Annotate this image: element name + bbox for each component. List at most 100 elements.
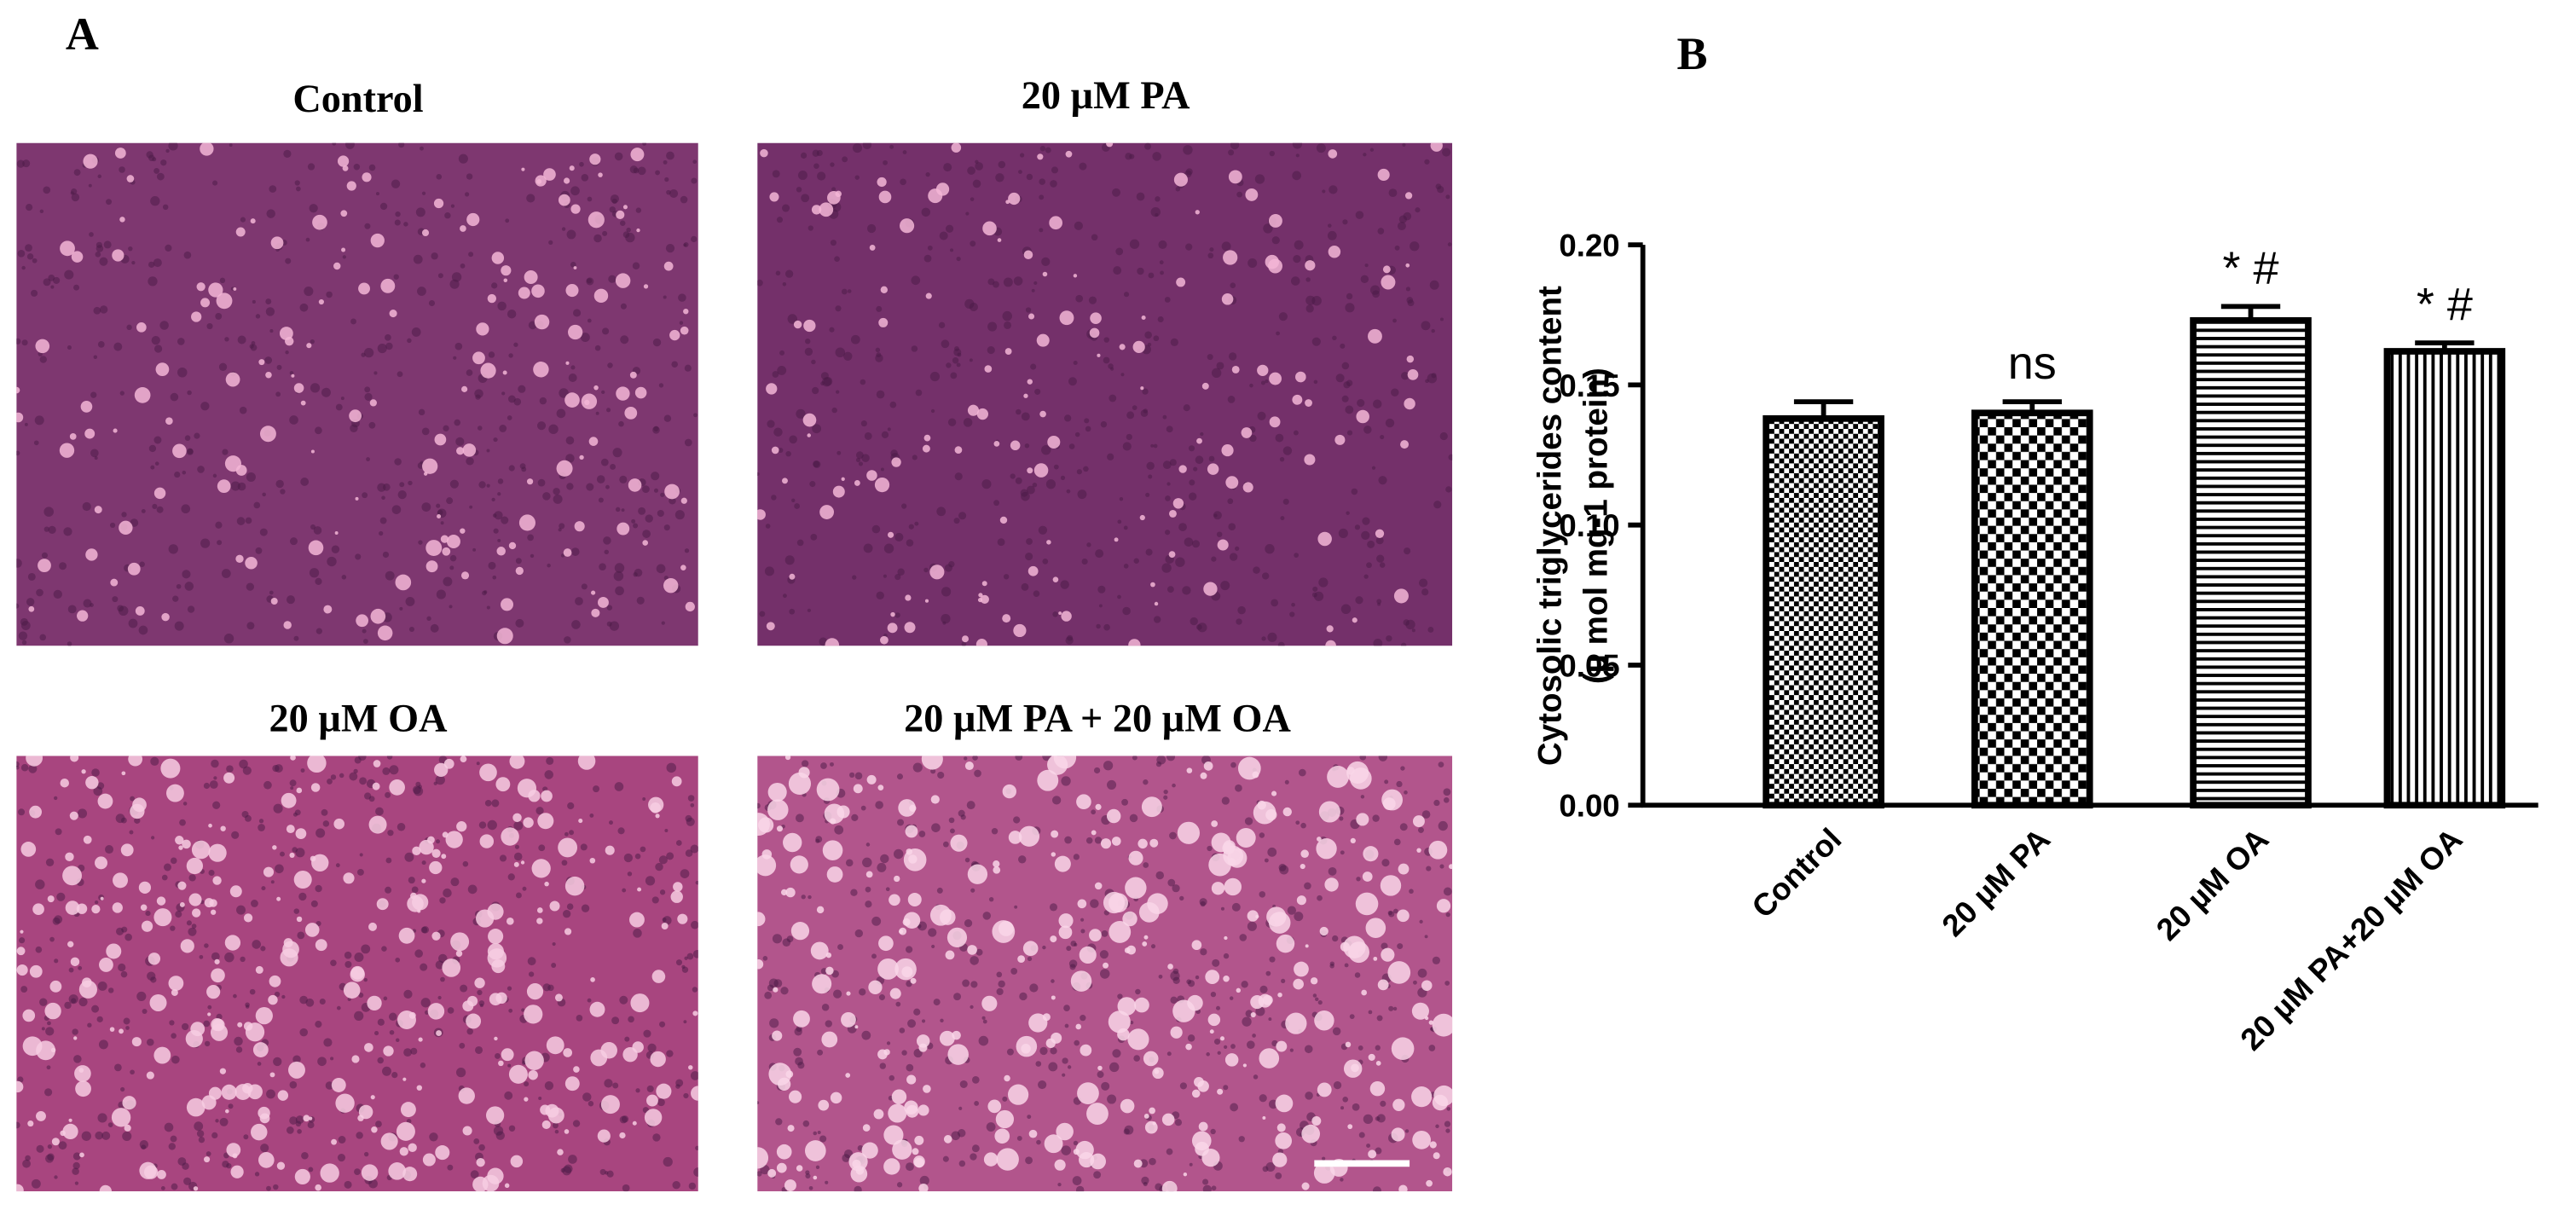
cell [1292, 142, 1303, 149]
spot [47, 895, 55, 903]
spot [1119, 344, 1126, 350]
cell [685, 814, 692, 822]
cell [836, 450, 842, 455]
spot [442, 547, 451, 556]
spot [888, 531, 894, 538]
cell [566, 903, 574, 910]
spot [1142, 941, 1148, 947]
cell [1159, 260, 1164, 265]
spot [243, 913, 253, 923]
cell [1433, 501, 1442, 509]
cell [1142, 388, 1149, 395]
cell [757, 1101, 760, 1105]
cell [1144, 331, 1152, 339]
cell [418, 540, 423, 545]
cell [963, 418, 973, 427]
cell [350, 424, 358, 432]
cell [875, 801, 883, 809]
spot [1228, 170, 1242, 184]
cell [952, 357, 959, 364]
cell [491, 282, 498, 289]
cell [796, 539, 804, 547]
cell [1210, 991, 1217, 998]
cell [1265, 970, 1271, 976]
spot [220, 825, 226, 831]
cell [72, 1028, 78, 1035]
spot [964, 761, 974, 771]
spot [993, 860, 1000, 868]
spot [524, 1005, 543, 1024]
cell [1363, 574, 1369, 579]
cell [782, 282, 787, 287]
spot [200, 142, 214, 156]
cell [1183, 404, 1190, 412]
cell [931, 823, 941, 832]
cell [141, 508, 146, 513]
spot [69, 811, 78, 820]
cell [1443, 797, 1450, 803]
spot [644, 1109, 663, 1126]
cell [1275, 433, 1284, 443]
spot [680, 326, 689, 335]
cell [1363, 1114, 1374, 1125]
cell [658, 383, 664, 388]
cell [1299, 768, 1306, 777]
spot [425, 540, 443, 556]
spot [494, 1036, 498, 1041]
spot [128, 756, 143, 767]
spot [646, 1094, 658, 1107]
cell [1188, 445, 1195, 452]
cell [224, 952, 234, 963]
spot [1137, 838, 1148, 849]
cell [16, 450, 20, 456]
spot [1023, 250, 1033, 260]
cell [1260, 380, 1265, 385]
cell [440, 976, 445, 982]
cell [421, 191, 426, 195]
cell [1112, 1049, 1121, 1058]
spot [1027, 379, 1033, 385]
cell [1342, 1096, 1349, 1103]
cell [1281, 978, 1286, 984]
cell [613, 570, 624, 582]
cell [907, 1019, 917, 1028]
cell [1354, 972, 1361, 978]
cell [21, 640, 27, 646]
cell [619, 1115, 628, 1124]
cell [1428, 1045, 1436, 1051]
spot [1177, 821, 1201, 844]
spot [568, 324, 583, 340]
spot [1407, 369, 1419, 380]
cell [39, 356, 47, 363]
cell [1445, 1128, 1450, 1133]
spot [1203, 582, 1218, 596]
cell [634, 568, 643, 577]
spot [547, 1107, 564, 1124]
spot [296, 916, 303, 923]
spot [954, 446, 963, 455]
cell [1212, 958, 1220, 967]
cell [55, 828, 62, 836]
cell [1227, 396, 1236, 403]
cell [942, 841, 949, 848]
spot [487, 1167, 504, 1184]
cell [623, 853, 634, 863]
spot [1219, 1036, 1225, 1041]
cell [1242, 1016, 1252, 1027]
spot [629, 912, 645, 928]
cell [239, 406, 247, 414]
cell [1165, 530, 1171, 536]
cell [1217, 1051, 1221, 1055]
cell [168, 142, 178, 151]
cell [293, 635, 299, 641]
spot [564, 392, 580, 408]
cell [1346, 430, 1353, 436]
cell [431, 252, 438, 260]
cell [239, 759, 248, 769]
cell [420, 146, 424, 151]
cell [1039, 146, 1046, 152]
cell [159, 321, 169, 330]
spot [148, 953, 161, 965]
spot [1134, 997, 1149, 1013]
cell [681, 966, 689, 973]
